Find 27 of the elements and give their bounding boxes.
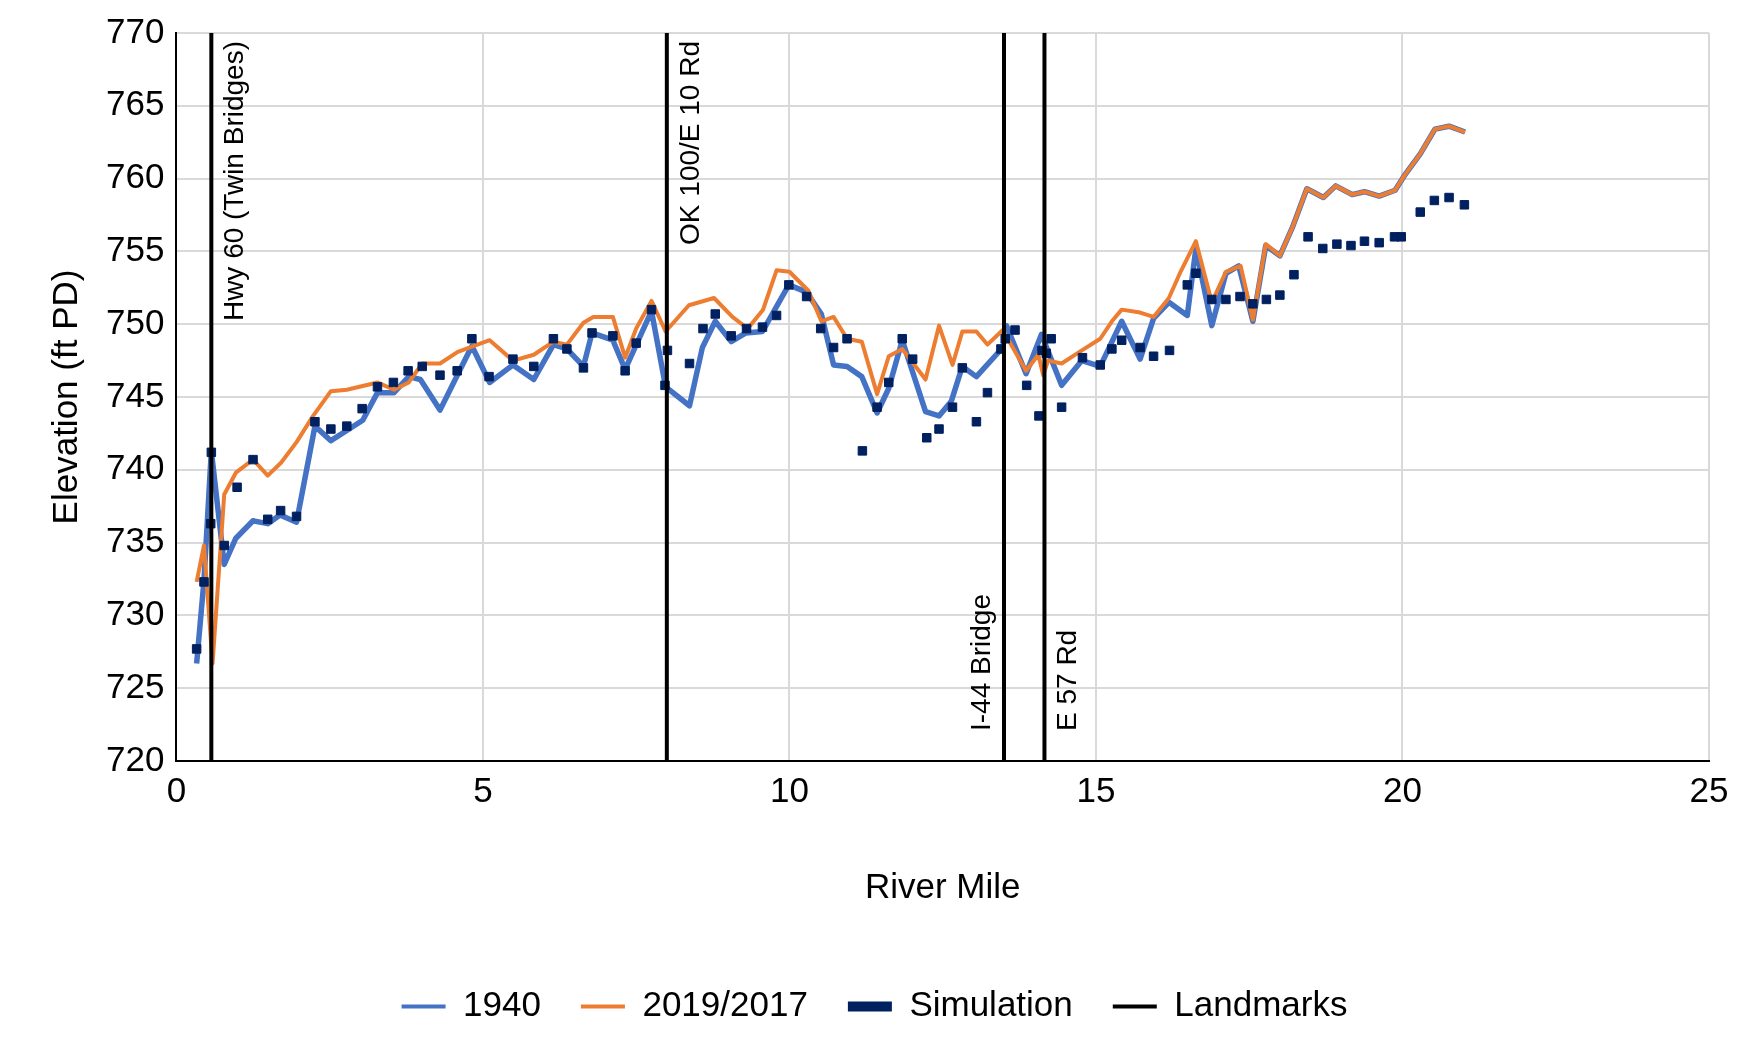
x-tick-label: 25 [1689,769,1729,809]
legend-label: Landmarks [1174,984,1348,1024]
x-tick-label: 5 [473,769,493,809]
y-tick-label: 725 [105,665,165,705]
x-tick-label: 10 [769,769,809,809]
y-tick-label: 740 [105,447,165,487]
legend-label: 1940 [463,984,541,1024]
x-tick-label: 20 [1383,769,1422,809]
legend-label: 2019/2017 [642,984,808,1024]
y-tick-label: 755 [105,229,165,269]
y-tick-label: 745 [105,374,165,414]
ref-line-label: Hwy 60 (Twin Bridges) [218,41,250,322]
x-axis-title: River Mile [864,865,1021,905]
y-axis-title: Elevation (ft PD) [44,269,84,525]
y-tick-label: 760 [105,156,165,196]
ref-line-label: OK 100/E 10 Rd [673,41,705,245]
y-tick-label: 720 [105,738,165,778]
y-tick-label: 765 [105,83,165,123]
y-tick-label: 750 [105,301,165,341]
y-tick-label: 735 [105,520,165,560]
ref-line-label: E 57 Rd [1051,629,1083,731]
y-tick-label: 730 [105,593,165,633]
ref-line-label: I-44 Bridge [964,594,996,731]
legend-label: Simulation [909,984,1073,1024]
x-tick-label: 15 [1076,769,1116,809]
x-tick-label: 0 [166,769,187,809]
y-tick-label: 770 [105,10,165,50]
